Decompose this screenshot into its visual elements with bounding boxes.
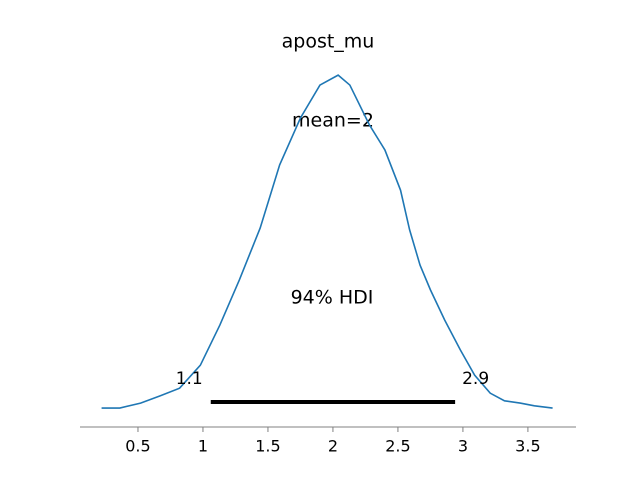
hdi-label: 94% HDI xyxy=(291,287,374,309)
x-tick-label: 2.5 xyxy=(385,437,410,456)
x-tick-label: 1.5 xyxy=(255,437,280,456)
x-tick-label: 1 xyxy=(198,437,208,456)
x-tick-label: 3.5 xyxy=(515,437,540,456)
x-tick-label: 2 xyxy=(328,437,338,456)
hdi-high-label: 2.9 xyxy=(462,369,489,389)
mean-label: mean=2 xyxy=(292,110,374,132)
x-tick-label: 3 xyxy=(458,437,468,456)
hdi-low-label: 1.1 xyxy=(176,369,203,389)
chart-title: apost_mu xyxy=(282,31,375,53)
density-line xyxy=(101,74,553,409)
x-tick-label: 0.5 xyxy=(125,437,150,456)
